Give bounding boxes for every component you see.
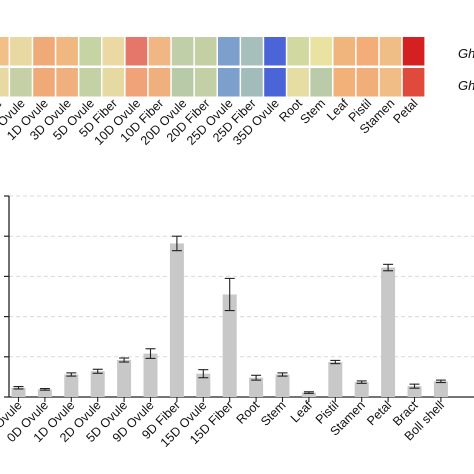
bar bbox=[275, 374, 290, 397]
error-bar bbox=[435, 379, 446, 384]
error-bar bbox=[224, 277, 235, 312]
error-bar bbox=[39, 388, 50, 391]
bar bbox=[143, 353, 158, 397]
heatmap-cell bbox=[79, 37, 101, 66]
bar bbox=[433, 381, 448, 397]
bar bbox=[169, 243, 184, 397]
bar bbox=[196, 373, 211, 397]
heatmap-cell bbox=[102, 68, 125, 97]
heatmap-cell bbox=[241, 37, 263, 66]
heatmap-cell bbox=[171, 37, 194, 66]
expression-heatmap bbox=[0, 37, 425, 97]
heatmap-column-label: Stem bbox=[298, 96, 329, 127]
bar bbox=[64, 374, 79, 397]
heatmap-cell bbox=[379, 37, 402, 66]
heatmap-cell bbox=[148, 37, 171, 66]
heatmap-cell bbox=[218, 37, 240, 66]
bar bbox=[249, 377, 264, 397]
heatmap-cell bbox=[33, 68, 55, 97]
error-bar bbox=[92, 368, 103, 374]
heatmap-cell bbox=[402, 37, 425, 66]
error-bar bbox=[277, 372, 288, 377]
bar bbox=[354, 382, 369, 397]
heatmap-cell bbox=[0, 68, 9, 97]
bar-category-label: Root bbox=[234, 398, 263, 427]
heatmap-cell bbox=[0, 37, 9, 66]
error-bar bbox=[171, 235, 182, 252]
error-bar bbox=[66, 372, 77, 377]
heatmap-cell bbox=[125, 37, 148, 66]
heatmap-row-label-1: Gh bbox=[458, 46, 474, 61]
heatmap-cell bbox=[310, 37, 332, 66]
heatmap-cell bbox=[264, 68, 286, 97]
heatmap-cell bbox=[56, 37, 78, 66]
heatmap-cell bbox=[218, 68, 240, 97]
heatmap-cell bbox=[79, 68, 101, 97]
bar bbox=[90, 371, 105, 397]
heatmap-cell bbox=[287, 37, 309, 66]
heatmap-cell bbox=[241, 68, 263, 97]
heatmap-column-label: Leaf bbox=[324, 96, 351, 123]
heatmap-cell bbox=[287, 68, 309, 97]
bar-category-label: Leaf bbox=[288, 398, 315, 425]
bar bbox=[222, 294, 237, 397]
error-bar bbox=[356, 380, 367, 384]
heatmap-cell bbox=[148, 68, 171, 97]
bar bbox=[117, 360, 132, 397]
error-bar bbox=[145, 348, 156, 359]
heatmap-column-label: Petal bbox=[390, 96, 420, 126]
heatmap-cell bbox=[402, 68, 425, 97]
error-bar bbox=[119, 357, 130, 363]
error-bar bbox=[383, 263, 394, 272]
bar bbox=[328, 362, 343, 397]
heatmap-cell bbox=[333, 37, 356, 66]
heatmap-cell bbox=[194, 68, 217, 97]
heatmap-cell bbox=[33, 37, 55, 66]
bar-category-label: Petal bbox=[364, 398, 394, 428]
heatmap-cell bbox=[356, 37, 379, 66]
bar bbox=[301, 392, 316, 397]
bar bbox=[11, 387, 26, 397]
heatmap-cell bbox=[171, 68, 194, 97]
heatmap-cell bbox=[10, 68, 32, 97]
error-bar bbox=[198, 369, 209, 379]
error-bar bbox=[251, 374, 262, 381]
heatmap-cell bbox=[56, 68, 78, 97]
heatmap-row-label-2: Gh bbox=[458, 78, 474, 93]
bar bbox=[381, 267, 396, 397]
error-bar bbox=[330, 359, 341, 365]
heatmap-cell bbox=[264, 37, 286, 66]
error-bar bbox=[13, 385, 24, 390]
heatmap-cell bbox=[125, 68, 148, 97]
heatmap-cell bbox=[356, 68, 379, 97]
bar bbox=[37, 389, 52, 397]
bar-category-label: Stem bbox=[258, 398, 289, 429]
heatmap-row-labels: Gh Gh bbox=[458, 46, 474, 93]
error-bar bbox=[303, 391, 314, 394]
heatmap-cell bbox=[333, 68, 356, 97]
heatmap-cell bbox=[310, 68, 332, 97]
error-bar bbox=[409, 383, 420, 389]
heatmap-cell bbox=[379, 68, 402, 97]
bar bbox=[407, 386, 422, 397]
heatmap-cell bbox=[194, 37, 217, 66]
heatmap-cell bbox=[10, 37, 32, 66]
heatmap-cell bbox=[102, 37, 125, 66]
